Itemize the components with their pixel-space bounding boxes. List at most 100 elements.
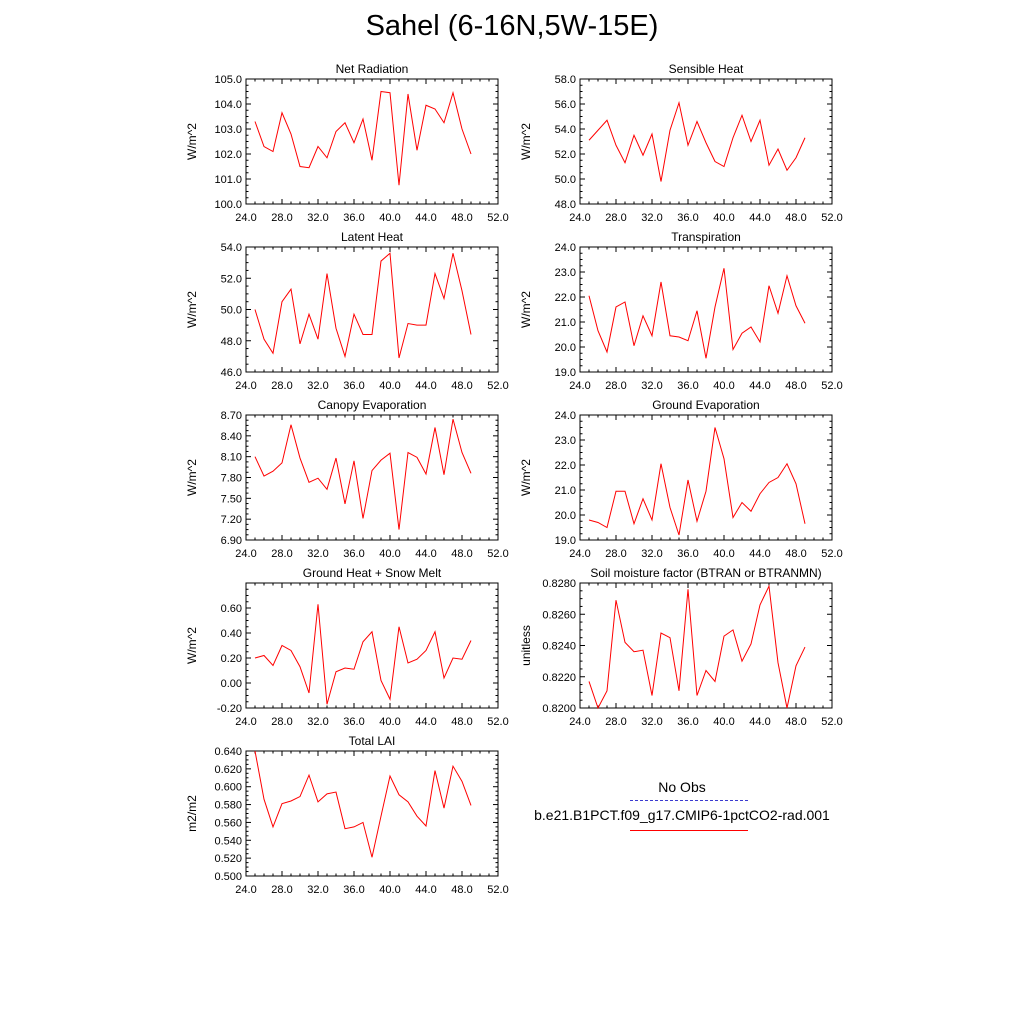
x-tick-label: 44.0 [749, 548, 770, 560]
x-tick-label: 48.0 [785, 212, 806, 224]
y-tick-label: 24.0 [555, 242, 576, 254]
x-tick-label: 40.0 [379, 716, 400, 728]
x-tick-label: 40.0 [379, 548, 400, 560]
series-line-0 [254, 419, 472, 530]
y-tick-label: 58.0 [555, 74, 576, 86]
series-line-0 [254, 604, 472, 705]
x-tick-label: 52.0 [487, 380, 508, 392]
y-tick-label: 19.0 [555, 535, 576, 547]
y-axis-label: W/m^2 [185, 123, 199, 160]
y-tick-label: 7.50 [221, 493, 242, 505]
x-tick-label: 36.0 [677, 548, 698, 560]
y-tick-label: 0.8220 [542, 672, 576, 684]
x-tick-label: 52.0 [821, 716, 842, 728]
x-tick-label: 28.0 [271, 212, 292, 224]
x-tick-label: 28.0 [271, 548, 292, 560]
y-axis-label: m2/m2 [185, 795, 199, 832]
plot-frame [245, 582, 499, 709]
x-tick-label: 28.0 [605, 212, 626, 224]
y-tick-label: 22.0 [555, 460, 576, 472]
x-tick-label: 40.0 [713, 212, 734, 224]
x-tick-label: 36.0 [677, 380, 698, 392]
y-tick-label: 23.0 [555, 435, 576, 447]
x-tick-label: 36.0 [343, 380, 364, 392]
y-tick-label: 56.0 [555, 99, 576, 111]
legend-label-model: b.e21.B1PCT.f09_g17.CMIP6-1pctCO2-rad.00… [534, 807, 830, 823]
x-tick-label: 32.0 [641, 716, 662, 728]
legend-line-obs [630, 800, 748, 801]
x-tick-label: 32.0 [307, 548, 328, 560]
panel-title: Ground Evaporation [652, 398, 759, 412]
series-line-0 [588, 268, 806, 359]
panel-6: 24.0 28.0 32.0 36.0 40.0 44.0 48.0 52.0 -0.20 0.0… [185, 566, 509, 728]
x-tick-label: 40.0 [379, 884, 400, 896]
y-tick-label: 19.0 [555, 367, 576, 379]
y-tick-label: 24.0 [555, 410, 576, 422]
y-tick-label: 105.0 [214, 74, 242, 86]
y-tick-label: 0.520 [214, 853, 242, 865]
series-line-0 [588, 584, 806, 710]
x-tick-label: 44.0 [415, 380, 436, 392]
panel-7: 24.0 28.0 32.0 36.0 40.0 44.0 48.0 52.0 0.8200 0.… [519, 566, 843, 728]
x-tick-label: 48.0 [451, 548, 472, 560]
x-tick-label: 24.0 [569, 716, 590, 728]
x-tick-label: 36.0 [343, 548, 364, 560]
y-axis-label: W/m^2 [519, 459, 533, 496]
y-tick-label: 0.600 [214, 782, 242, 794]
y-tick-label: 0.8260 [542, 609, 576, 621]
y-tick-label: 20.0 [555, 342, 576, 354]
y-tick-label: 7.20 [221, 514, 242, 526]
panel-4: 24.0 28.0 32.0 36.0 40.0 44.0 48.0 52.0 6.90 7.20… [185, 398, 509, 560]
panel-0: 24.0 28.0 32.0 36.0 40.0 44.0 48.0 52.0 100.0 101… [185, 62, 509, 224]
y-tick-label: 8.70 [221, 410, 242, 422]
series-line-0 [254, 252, 472, 359]
series-line-0 [254, 750, 472, 858]
panel-title: Net Radiation [336, 62, 409, 76]
x-tick-label: 24.0 [235, 212, 256, 224]
panel-3: 24.0 28.0 32.0 36.0 40.0 44.0 48.0 52.0 19.0 20.0… [519, 230, 843, 392]
y-tick-label: 0.40 [221, 628, 242, 640]
x-tick-label: 44.0 [415, 884, 436, 896]
x-tick-label: 24.0 [569, 380, 590, 392]
y-axis-label: W/m^2 [519, 291, 533, 328]
x-tick-label: 24.0 [235, 884, 256, 896]
legend-label-obs: No Obs [658, 779, 706, 795]
y-tick-label: 23.0 [555, 267, 576, 279]
y-tick-label: 0.8280 [542, 578, 576, 590]
x-tick-label: 32.0 [307, 716, 328, 728]
x-tick-label: 44.0 [749, 212, 770, 224]
y-tick-label: 100.0 [214, 199, 242, 211]
x-tick-label: 40.0 [713, 548, 734, 560]
x-tick-label: 44.0 [415, 548, 436, 560]
y-tick-label: 0.20 [221, 653, 242, 665]
plot-frame [245, 246, 499, 373]
y-tick-label: 104.0 [214, 99, 242, 111]
x-tick-label: 24.0 [235, 380, 256, 392]
x-tick-label: 36.0 [343, 884, 364, 896]
y-tick-label: 0.60 [221, 603, 242, 615]
x-tick-label: 24.0 [235, 548, 256, 560]
x-tick-label: 36.0 [343, 716, 364, 728]
x-tick-label: 48.0 [451, 884, 472, 896]
y-tick-label: 20.0 [555, 510, 576, 522]
y-axis-label: W/m^2 [185, 291, 199, 328]
x-tick-label: 40.0 [713, 716, 734, 728]
panel-1: 24.0 28.0 32.0 36.0 40.0 44.0 48.0 52.0 48.0 50.0… [519, 62, 843, 224]
x-tick-label: 48.0 [451, 212, 472, 224]
x-tick-label: 32.0 [641, 548, 662, 560]
legend-line-model [630, 830, 748, 831]
x-tick-label: 52.0 [487, 716, 508, 728]
x-tick-label: 24.0 [235, 716, 256, 728]
y-tick-label: 52.0 [221, 273, 242, 285]
x-tick-label: 44.0 [415, 212, 436, 224]
y-axis-label: unitless [519, 625, 533, 666]
panel-2: 24.0 28.0 32.0 36.0 40.0 44.0 48.0 52.0 46.0 48.0… [185, 230, 509, 392]
x-tick-label: 28.0 [605, 380, 626, 392]
y-tick-label: 48.0 [555, 199, 576, 211]
y-tick-label: 46.0 [221, 367, 242, 379]
x-tick-label: 28.0 [271, 716, 292, 728]
panel-title: Ground Heat + Snow Melt [303, 566, 442, 580]
x-tick-label: 48.0 [785, 716, 806, 728]
x-tick-label: 52.0 [821, 212, 842, 224]
y-tick-label: 0.00 [221, 678, 242, 690]
